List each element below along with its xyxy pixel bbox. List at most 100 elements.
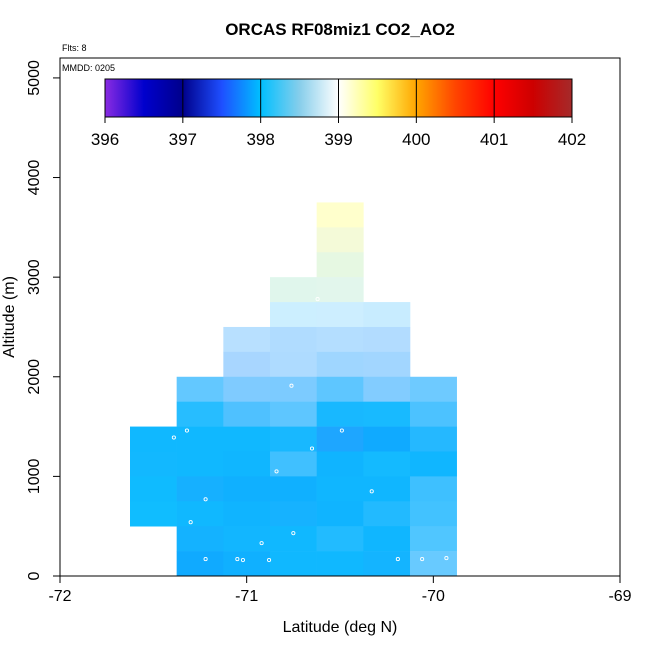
y-tick-label: 0	[26, 571, 43, 580]
chart-title: ORCAS RF08miz1 CO2_AO2	[225, 20, 455, 39]
heatmap-cell	[176, 401, 224, 427]
y-tick-label: 2000	[26, 359, 43, 395]
heatmap-cell	[270, 277, 317, 303]
sample-point	[309, 446, 315, 451]
x-tick-label: -69	[608, 588, 631, 605]
heatmap-cell	[176, 451, 224, 477]
heatmap-cell	[223, 376, 271, 402]
heatmap-cell	[316, 526, 364, 552]
heatmap-cell	[223, 551, 271, 577]
heatmap-cell	[363, 476, 411, 502]
x-tick-label: -71	[235, 588, 258, 605]
heatmap-cell	[316, 476, 364, 502]
heatmap-cell	[223, 451, 271, 477]
heatmap-cell	[410, 426, 457, 452]
heatmap-cell	[176, 476, 224, 502]
sample-point	[184, 428, 189, 433]
heatmap-cell	[410, 526, 457, 552]
heatmap-cell	[270, 302, 317, 328]
colorbar-tick-label: 402	[558, 130, 586, 149]
heatmap-cell	[176, 526, 224, 552]
sample-point	[171, 435, 176, 440]
sample-point	[289, 383, 294, 388]
y-tick-label: 5000	[26, 60, 43, 96]
heatmap-cell	[363, 551, 411, 577]
heatmap-cell	[363, 302, 411, 328]
heatmap-cell	[223, 426, 271, 452]
heatmap-cell	[223, 501, 271, 527]
heatmap-cell	[316, 252, 364, 278]
sample-point	[240, 558, 245, 563]
heatmap-cell	[223, 351, 271, 378]
sample-point	[188, 520, 193, 525]
heatmap-cell	[363, 376, 411, 402]
x-tick-label: -70	[422, 588, 445, 605]
heatmap-cell	[176, 426, 224, 452]
colorbar-ticks: 396 397 398 399 400 401 402	[91, 79, 586, 149]
heatmap-cell	[410, 501, 457, 527]
sample-point	[444, 556, 449, 561]
heatmap-cell	[223, 401, 271, 427]
heatmap-cell	[270, 551, 317, 577]
heatmap-cell	[176, 501, 224, 527]
heatmap-cell	[130, 451, 177, 477]
heatmap-cell	[363, 351, 411, 378]
heatmap-cell	[316, 351, 364, 378]
y-tick-label: 3000	[26, 259, 43, 295]
x-axis: -72 -71 -70 -69	[48, 576, 632, 605]
colorbar-tick-label: 396	[91, 130, 119, 149]
heatmap-cell	[223, 526, 271, 552]
heatmap-cell	[270, 501, 317, 527]
heatmap-cell	[270, 326, 317, 353]
sample-point	[203, 497, 208, 502]
y-axis: 0 1000 2000 3000 4000 5000	[26, 60, 60, 580]
sample-point	[369, 489, 374, 494]
heatmap-cell	[363, 526, 411, 552]
heatmap-cell	[316, 551, 364, 577]
heatmap-cell	[316, 376, 364, 402]
heatmap-cell	[130, 476, 177, 502]
colorbar-tick-label: 400	[402, 130, 430, 149]
sample-point	[267, 558, 272, 563]
heatmap-cell	[176, 376, 224, 402]
heatmap-cell	[223, 326, 271, 353]
heatmap-cell	[316, 202, 364, 228]
sample-points	[171, 297, 475, 563]
heatmap-cell	[410, 451, 457, 477]
sample-point	[464, 474, 469, 479]
heatmap-cell	[176, 551, 224, 577]
heatmap-cell	[363, 326, 411, 353]
colorbar-tick-label: 398	[246, 130, 274, 149]
heatmap-cell	[410, 401, 457, 427]
heatmap-cell	[130, 426, 177, 452]
sample-point	[274, 469, 279, 474]
heatmap-cell	[316, 227, 364, 253]
heatmap-cell	[223, 476, 271, 502]
heatmap-cell	[410, 376, 457, 402]
sample-point	[235, 557, 240, 562]
sample-point	[315, 297, 320, 302]
heatmap-cell	[316, 326, 364, 353]
heatmap-cell	[363, 426, 411, 452]
heatmap-cell	[270, 476, 317, 502]
heatmap-cell	[363, 401, 411, 427]
heatmap-cell	[270, 351, 317, 378]
colorbar-tick-label: 397	[169, 130, 197, 149]
heatmap-cell	[270, 376, 317, 402]
date-note: MMDD: 0205	[62, 63, 115, 73]
heatmap-cell	[410, 476, 457, 502]
colorbar-tick-label: 401	[480, 130, 508, 149]
y-tick-label: 4000	[26, 160, 43, 196]
heatmap-cell	[363, 451, 411, 477]
sample-point	[291, 531, 296, 536]
sample-point	[395, 557, 400, 562]
heatmap-cell	[410, 551, 457, 577]
x-axis-label: Latitude (deg N)	[283, 619, 398, 636]
plot-frame	[59, 57, 621, 577]
heatmap-cell	[316, 277, 364, 303]
x-tick-label: -72	[48, 588, 71, 605]
heatmap-cell	[316, 401, 364, 427]
heatmap-cell	[363, 501, 411, 527]
colorbar-tick-label: 399	[324, 130, 352, 149]
